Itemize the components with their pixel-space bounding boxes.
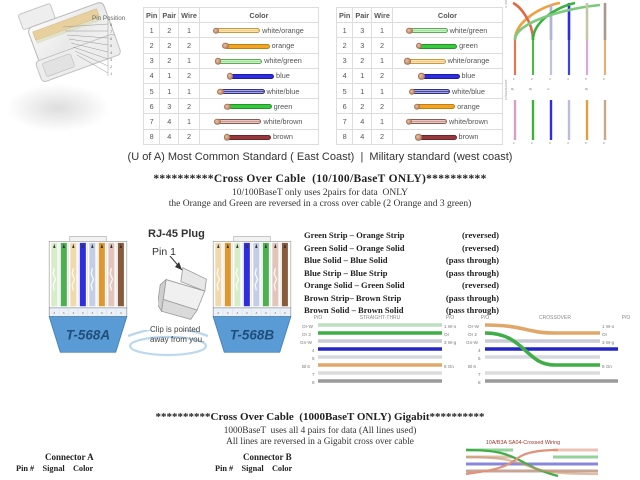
svg-text:CROSSOVER: CROSSOVER <box>505 79 508 100</box>
svg-text:Bl 6: Bl 6 <box>468 364 476 369</box>
svg-text:P/O: P/O <box>314 315 323 321</box>
svg-text:3 W-g: 3 W-g <box>444 340 457 345</box>
svg-text:3 W-g: 3 W-g <box>602 340 615 345</box>
svg-text:∧: ∧ <box>284 311 287 315</box>
svg-text:∧: ∧ <box>274 311 277 315</box>
svg-text:1: 1 <box>513 77 515 81</box>
svg-text:STRAIGHT-THRU: STRAIGHT-THRU <box>505 0 508 8</box>
svg-text:3: 3 <box>549 141 551 145</box>
svg-text:6: 6 <box>603 77 605 81</box>
svg-text:6: 6 <box>603 141 605 145</box>
svg-text:P/O: P/O <box>446 315 455 321</box>
svg-text:rx: rx <box>547 87 550 91</box>
svg-text:3: 3 <box>549 77 551 81</box>
svg-text:∧: ∧ <box>265 311 268 315</box>
svg-text:CROSSOVER: CROSSOVER <box>539 315 571 321</box>
svg-text:7: 7 <box>312 372 315 377</box>
svg-text:1: 1 <box>513 141 515 145</box>
svg-text:8: 8 <box>478 380 481 385</box>
svg-text:4: 4 <box>567 77 569 81</box>
svg-text:1: 1 <box>110 71 113 76</box>
svg-text:∧: ∧ <box>236 311 239 315</box>
svg-text:4: 4 <box>478 348 481 353</box>
svg-text:1 W-o: 1 W-o <box>444 324 457 329</box>
svg-text:5: 5 <box>585 141 587 145</box>
svg-text:∧: ∧ <box>63 311 66 315</box>
svg-text:Bl 6: Bl 6 <box>302 364 310 369</box>
svg-text:STRAIGHT-THRU: STRAIGHT-THRU <box>360 315 401 321</box>
svg-text:Or: Or <box>444 332 450 337</box>
svg-text:Rj: Rj <box>585 87 588 91</box>
svg-text:∧: ∧ <box>72 311 75 315</box>
svg-text:∧: ∧ <box>246 311 249 315</box>
svg-text:7: 7 <box>478 372 481 377</box>
svg-text:2: 2 <box>531 141 533 145</box>
svg-text:Gn-W: Gn-W <box>300 340 313 345</box>
svg-text:1 W-o: 1 W-o <box>602 324 615 329</box>
svg-text:10A/B3A SA04-Crossed Wiring: 10A/B3A SA04-Crossed Wiring <box>486 440 560 446</box>
svg-text:∧: ∧ <box>120 311 123 315</box>
svg-text:T-568A: T-568A <box>66 328 110 343</box>
svg-text:P/O: P/O <box>481 315 490 321</box>
svg-text:P/O: P/O <box>622 315 631 321</box>
svg-text:Pin Position: Pin Position <box>92 15 126 22</box>
svg-text:∧: ∧ <box>255 311 258 315</box>
svg-text:5: 5 <box>585 77 587 81</box>
svg-text:8: 8 <box>110 22 113 27</box>
svg-text:Rj: Rj <box>529 87 532 91</box>
svg-text:2: 2 <box>531 77 533 81</box>
svg-text:6 Gn: 6 Gn <box>602 364 612 369</box>
svg-text:4: 4 <box>567 141 569 145</box>
svg-text:Or-W: Or-W <box>468 324 480 329</box>
svg-text:∧: ∧ <box>101 311 104 315</box>
svg-text:∧: ∧ <box>91 311 94 315</box>
svg-text:Or: Or <box>602 332 608 337</box>
svg-text:∧: ∧ <box>53 311 56 315</box>
svg-text:8: 8 <box>312 380 315 385</box>
svg-text:5: 5 <box>312 356 315 361</box>
svg-text:Or 2: Or 2 <box>468 332 477 337</box>
svg-text:2: 2 <box>110 64 113 69</box>
svg-text:5: 5 <box>478 356 481 361</box>
svg-text:Rj: Rj <box>511 87 514 91</box>
svg-text:Gn-W: Gn-W <box>466 340 479 345</box>
svg-text:6 Gn: 6 Gn <box>444 364 454 369</box>
svg-text:Or 2: Or 2 <box>302 332 311 337</box>
svg-text:Or-W: Or-W <box>302 324 314 329</box>
svg-text:∧: ∧ <box>110 311 113 315</box>
svg-text:∧: ∧ <box>82 311 85 315</box>
svg-text:4: 4 <box>312 348 315 353</box>
svg-text:3: 3 <box>110 57 113 62</box>
